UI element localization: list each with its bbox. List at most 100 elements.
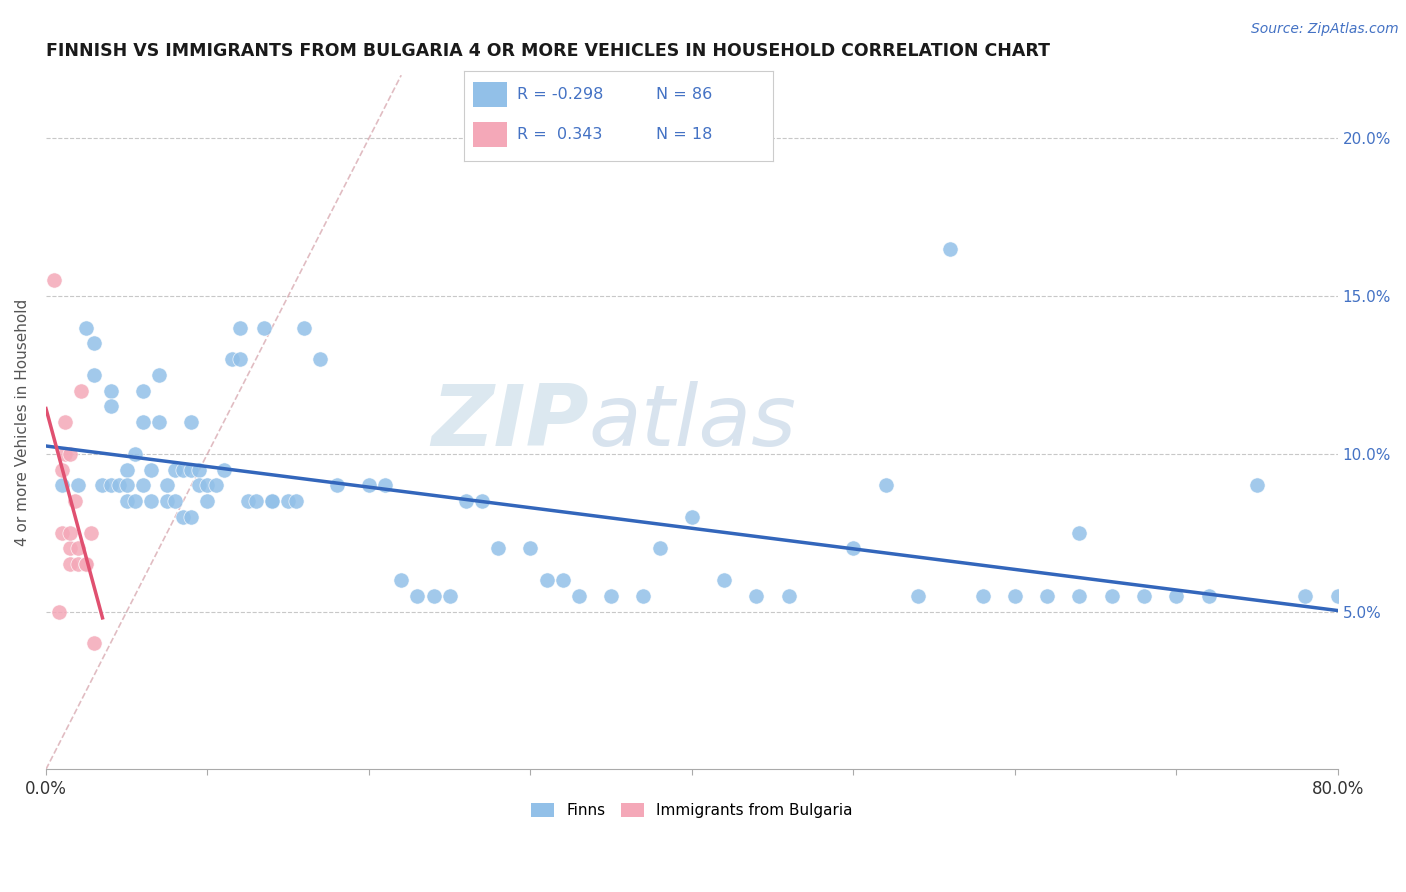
Point [292, 320, 315, 334]
Point [439, 589, 461, 603]
Point [1133, 589, 1156, 603]
Point [180, 462, 202, 476]
FancyBboxPatch shape [474, 82, 508, 107]
Point [59, 541, 82, 556]
Point [1036, 589, 1059, 603]
Point [42, 273, 65, 287]
Point [197, 478, 219, 492]
Point [1294, 589, 1316, 603]
Text: N = 86: N = 86 [655, 87, 711, 102]
Point [180, 415, 202, 429]
Point [67, 558, 90, 572]
Point [172, 509, 194, 524]
Point [139, 494, 162, 508]
Point [939, 242, 962, 256]
Point [115, 478, 138, 492]
Point [260, 494, 283, 508]
Point [188, 478, 211, 492]
Point [107, 478, 129, 492]
Point [51, 525, 73, 540]
Text: N = 18: N = 18 [655, 128, 711, 142]
Point [148, 368, 170, 382]
Point [53, 415, 76, 429]
Point [100, 478, 122, 492]
Point [1326, 589, 1348, 603]
Point [212, 462, 235, 476]
Point [172, 462, 194, 476]
Point [59, 525, 82, 540]
Point [91, 478, 114, 492]
Point [406, 589, 429, 603]
Point [59, 558, 82, 572]
Point [229, 352, 252, 367]
Point [253, 320, 276, 334]
Point [389, 573, 412, 587]
Point [536, 573, 558, 587]
Point [713, 573, 735, 587]
Point [139, 462, 162, 476]
Point [67, 541, 90, 556]
Point [132, 415, 155, 429]
Text: FINNISH VS IMMIGRANTS FROM BULGARIA 4 OR MORE VEHICLES IN HOUSEHOLD CORRELATION : FINNISH VS IMMIGRANTS FROM BULGARIA 4 OR… [46, 42, 1050, 60]
Point [70, 384, 93, 398]
Point [115, 494, 138, 508]
Point [80, 525, 103, 540]
Point [600, 589, 623, 603]
Point [568, 589, 591, 603]
Point [245, 494, 267, 508]
Point [83, 636, 105, 650]
Legend: Finns, Immigrants from Bulgaria: Finns, Immigrants from Bulgaria [526, 797, 859, 824]
Point [53, 447, 76, 461]
Point [633, 589, 655, 603]
Y-axis label: 4 or more Vehicles in Household: 4 or more Vehicles in Household [15, 299, 30, 546]
Point [471, 494, 494, 508]
Point [1198, 589, 1220, 603]
Point [1246, 478, 1268, 492]
Point [486, 541, 509, 556]
Point [204, 478, 226, 492]
Point [236, 494, 259, 508]
Point [132, 478, 155, 492]
Point [422, 589, 444, 603]
Point [75, 558, 97, 572]
Point [124, 447, 146, 461]
Point [115, 462, 138, 476]
Point [156, 478, 179, 492]
Point [1069, 525, 1091, 540]
Point [681, 509, 703, 524]
Point [83, 368, 105, 382]
Point [67, 478, 90, 492]
Point [156, 494, 179, 508]
Point [75, 320, 97, 334]
Point [907, 589, 929, 603]
Point [285, 494, 308, 508]
Point [778, 589, 800, 603]
Text: R = -0.298: R = -0.298 [516, 87, 603, 102]
Point [165, 462, 187, 476]
Point [1166, 589, 1188, 603]
Point [63, 494, 86, 508]
Point [1004, 589, 1026, 603]
Point [260, 494, 283, 508]
Point [277, 494, 299, 508]
Point [180, 509, 202, 524]
Point [51, 462, 73, 476]
Point [221, 352, 243, 367]
Point [124, 494, 146, 508]
Point [48, 605, 70, 619]
Point [188, 462, 211, 476]
Point [165, 494, 187, 508]
Point [454, 494, 477, 508]
Text: ZIP: ZIP [430, 381, 589, 464]
Point [357, 478, 380, 492]
Point [1069, 589, 1091, 603]
Point [83, 336, 105, 351]
Point [842, 541, 865, 556]
Point [972, 589, 994, 603]
Point [519, 541, 541, 556]
Point [100, 400, 122, 414]
Point [132, 384, 155, 398]
Point [875, 478, 897, 492]
FancyBboxPatch shape [474, 122, 508, 147]
Text: R =  0.343: R = 0.343 [516, 128, 602, 142]
